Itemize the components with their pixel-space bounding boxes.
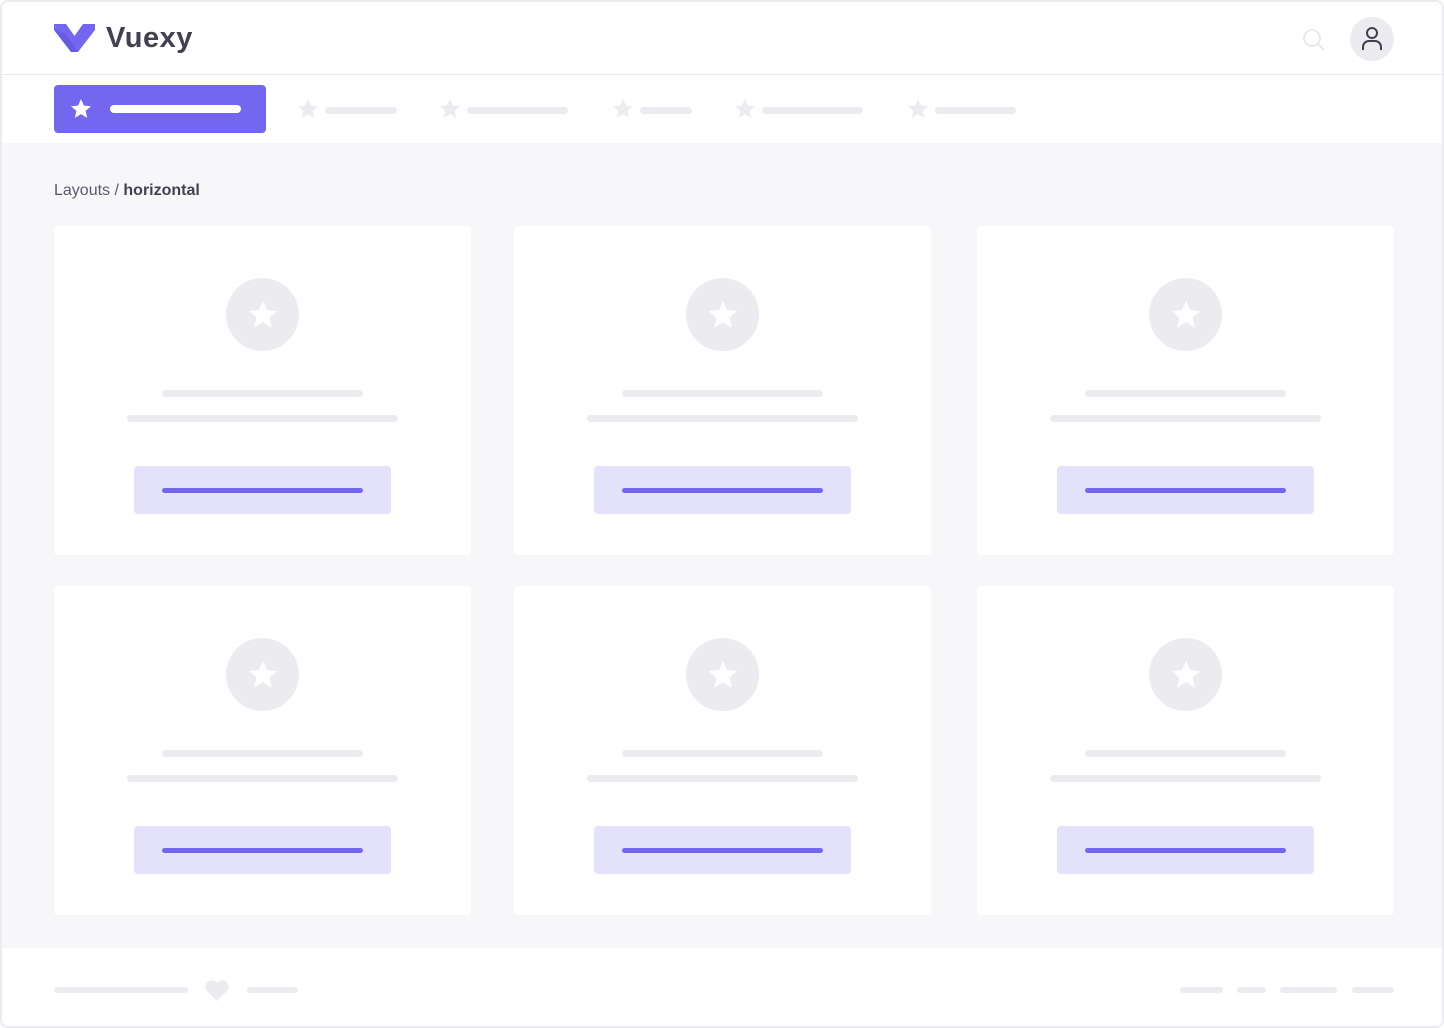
card-title-placeholder: [622, 390, 823, 397]
nav-item[interactable]: [732, 97, 863, 123]
card-text-placeholder: [127, 775, 398, 782]
card: [977, 226, 1394, 555]
card-button-label-placeholder: [622, 848, 823, 853]
breadcrumb: Layouts / horizontal: [54, 182, 200, 200]
star-icon: [735, 99, 755, 118]
nav-item[interactable]: [905, 97, 1016, 123]
footer: [2, 948, 1442, 1026]
card-avatar: [1149, 278, 1222, 351]
star-icon: [298, 99, 318, 118]
card-button[interactable]: [134, 466, 391, 514]
nav-item[interactable]: [610, 97, 692, 123]
nav-label-placeholder: [110, 105, 241, 113]
card-button[interactable]: [134, 826, 391, 874]
card-button[interactable]: [594, 466, 851, 514]
star-icon: [908, 99, 928, 118]
card-button-label-placeholder: [622, 488, 823, 493]
card-button[interactable]: [594, 826, 851, 874]
card-title-placeholder: [1085, 750, 1286, 757]
main-content: Layouts / horizontal: [2, 143, 1442, 948]
nav-item[interactable]: [437, 97, 568, 123]
user-avatar[interactable]: [1350, 17, 1394, 61]
star-icon: [248, 300, 277, 328]
user-icon: [1362, 27, 1382, 50]
breadcrumb-current: horizontal: [123, 182, 200, 199]
card-title-placeholder: [162, 750, 363, 757]
card: [977, 586, 1394, 915]
footer-text-placeholder: [247, 987, 298, 993]
card: [54, 586, 471, 915]
card-text-placeholder: [587, 775, 858, 782]
card-text-placeholder: [1050, 775, 1321, 782]
footer-link[interactable]: [1280, 987, 1337, 993]
breadcrumb-separator: /: [110, 182, 124, 199]
brand-name[interactable]: Vuexy: [106, 22, 193, 54]
footer-link[interactable]: [1180, 987, 1223, 993]
nav-item-active[interactable]: [54, 85, 266, 133]
horizontal-nav: [2, 76, 1442, 143]
card-button-label-placeholder: [1085, 848, 1286, 853]
card-avatar: [1149, 638, 1222, 711]
card-text-placeholder: [587, 415, 858, 422]
star-icon: [708, 660, 737, 688]
nav-label-placeholder: [640, 107, 692, 114]
card-button-label-placeholder: [162, 848, 363, 853]
star-icon: [708, 300, 737, 328]
card-title-placeholder: [1085, 390, 1286, 397]
nav-item[interactable]: [295, 97, 397, 123]
breadcrumb-parent[interactable]: Layouts: [54, 182, 111, 199]
star-icon: [248, 660, 277, 688]
nav-label-placeholder: [935, 107, 1016, 114]
card-text-placeholder: [127, 415, 398, 422]
card: [54, 226, 471, 555]
footer-link[interactable]: [1352, 987, 1394, 993]
card-button[interactable]: [1057, 826, 1314, 874]
nav-label-placeholder: [467, 107, 568, 114]
star-icon: [613, 99, 633, 118]
footer-link[interactable]: [1237, 987, 1266, 993]
heart-icon: [205, 980, 229, 1001]
card-avatar: [686, 638, 759, 711]
top-header: Vuexy: [2, 2, 1442, 75]
search-icon[interactable]: [1302, 28, 1326, 52]
nav-label-placeholder: [762, 107, 863, 114]
card-text-placeholder: [1050, 415, 1321, 422]
star-icon: [1171, 300, 1200, 328]
footer-text-placeholder: [54, 987, 188, 993]
nav-label-placeholder: [325, 107, 397, 114]
card-avatar: [226, 638, 299, 711]
star-icon: [71, 99, 91, 118]
card: [514, 586, 931, 915]
star-icon: [440, 99, 460, 118]
vuexy-logo-icon: [54, 24, 95, 52]
card-button-label-placeholder: [1085, 488, 1286, 493]
card-button[interactable]: [1057, 466, 1314, 514]
card-avatar: [226, 278, 299, 351]
star-icon: [1171, 660, 1200, 688]
card-avatar: [686, 278, 759, 351]
card-title-placeholder: [162, 390, 363, 397]
card-title-placeholder: [622, 750, 823, 757]
card-button-label-placeholder: [162, 488, 363, 493]
card: [514, 226, 931, 555]
